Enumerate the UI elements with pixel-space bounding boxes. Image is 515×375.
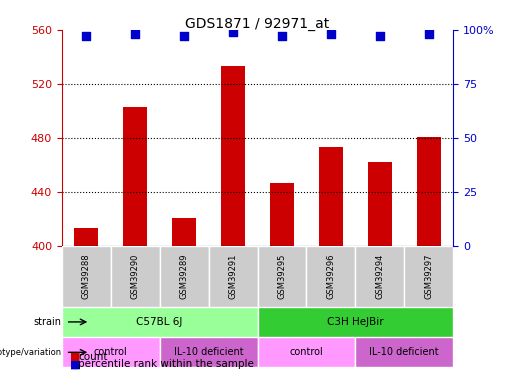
- FancyBboxPatch shape: [258, 246, 306, 307]
- Point: [327, 32, 335, 38]
- Text: IL-10 deficient: IL-10 deficient: [369, 347, 439, 357]
- Text: C57BL 6J: C57BL 6J: [136, 317, 183, 327]
- Point: [229, 29, 237, 35]
- Point: [82, 33, 91, 39]
- Text: GSM39296: GSM39296: [327, 254, 335, 299]
- Text: GSM39288: GSM39288: [82, 254, 91, 299]
- Text: count: count: [78, 352, 108, 362]
- Bar: [123, 107, 147, 246]
- FancyBboxPatch shape: [306, 246, 355, 307]
- FancyBboxPatch shape: [160, 246, 209, 307]
- Text: GSM39294: GSM39294: [375, 254, 384, 299]
- FancyBboxPatch shape: [160, 337, 258, 368]
- Point: [131, 32, 139, 38]
- Text: GSM39291: GSM39291: [229, 254, 237, 299]
- FancyBboxPatch shape: [258, 337, 355, 368]
- Text: IL-10 deficient: IL-10 deficient: [174, 347, 244, 357]
- Text: GSM39290: GSM39290: [131, 254, 140, 299]
- Bar: [172, 217, 196, 246]
- Text: GDS1871 / 92971_at: GDS1871 / 92971_at: [185, 17, 330, 31]
- Text: GSM39289: GSM39289: [180, 254, 188, 299]
- FancyBboxPatch shape: [62, 337, 160, 368]
- FancyBboxPatch shape: [209, 246, 258, 307]
- Point: [180, 33, 188, 39]
- Text: ■: ■: [70, 359, 80, 369]
- Point: [424, 32, 433, 38]
- Text: GSM39297: GSM39297: [424, 254, 433, 299]
- Text: control: control: [289, 347, 323, 357]
- Bar: [270, 183, 294, 246]
- FancyBboxPatch shape: [111, 246, 160, 307]
- Bar: [417, 136, 441, 246]
- Text: GSM39295: GSM39295: [278, 254, 286, 299]
- Text: strain: strain: [34, 317, 62, 327]
- Bar: [319, 147, 343, 246]
- Point: [278, 33, 286, 39]
- FancyBboxPatch shape: [62, 246, 111, 307]
- Text: ■: ■: [70, 352, 80, 362]
- Text: percentile rank within the sample: percentile rank within the sample: [78, 359, 254, 369]
- FancyBboxPatch shape: [355, 337, 453, 368]
- FancyBboxPatch shape: [258, 307, 453, 337]
- Text: C3H HeJBir: C3H HeJBir: [327, 317, 384, 327]
- Text: control: control: [94, 347, 128, 357]
- FancyBboxPatch shape: [404, 246, 453, 307]
- Point: [375, 33, 384, 39]
- FancyBboxPatch shape: [62, 307, 258, 337]
- Text: genotype/variation: genotype/variation: [0, 348, 62, 357]
- Bar: [221, 66, 245, 246]
- Bar: [368, 162, 392, 246]
- Bar: [74, 228, 98, 246]
- FancyBboxPatch shape: [355, 246, 404, 307]
